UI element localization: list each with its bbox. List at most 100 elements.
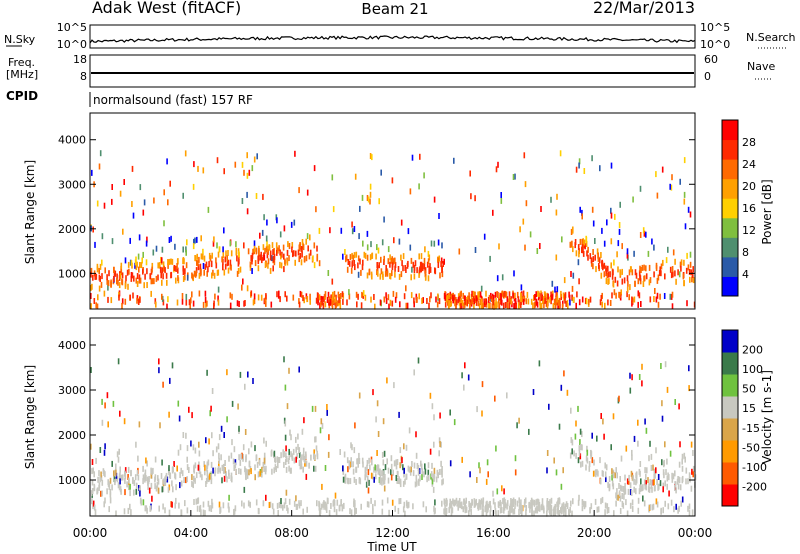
velocity-cell [672,473,675,480]
velocity-cell [132,477,134,483]
velocity-cell [168,411,170,418]
velocity-cell [206,461,209,468]
power-cell [208,261,210,268]
power-cell [445,296,448,303]
power-cell [672,271,674,278]
power-cell [161,246,164,253]
power-cell [582,238,584,245]
power-cell [383,255,385,262]
velocity-cell [231,439,233,446]
power-cell [520,292,522,299]
velocity-cell [366,479,369,486]
velocity-cell [602,418,604,425]
velocity-cell [616,472,618,479]
power-cell [453,294,456,301]
velocity-cell [316,453,319,460]
velocity-cell [681,458,683,465]
power-cell [301,251,303,258]
velocity-cell [100,471,102,478]
power-cell [351,221,353,228]
power-cell [469,170,471,177]
power-cell [626,291,628,298]
velocity-cell [234,462,237,469]
power-cell [612,269,614,276]
velocity-cell [284,498,287,505]
power-cell [553,299,556,305]
velocity-cell [109,488,112,495]
power-cell [494,291,497,298]
velocity-cell [210,405,212,412]
velocity-cell [596,506,599,513]
power-cell [494,302,497,309]
power-cell [90,303,92,310]
velocity-cell [600,498,602,505]
velocity-cell [630,489,633,496]
velocity-cell [348,460,351,467]
power-cell [632,196,634,203]
velocity-cell [320,418,323,425]
velocity-cell [300,500,302,507]
power-cell [132,212,135,219]
power-cell [153,278,155,285]
power-cell [539,299,541,306]
velocity-cell [650,479,653,486]
power-cell [357,255,360,262]
velocity-cell [332,500,335,507]
power-cell [345,256,347,263]
noise-right-bottom-tick: 10^0 [700,38,730,51]
colorbar-tick-label: 24 [742,158,756,171]
power-cell [394,257,396,264]
velocity-cell [99,447,102,453]
power-cell [96,263,99,270]
velocity-cell [549,504,552,511]
velocity-cell [585,464,587,471]
power-cell [267,262,269,269]
power-cell [142,209,145,216]
power-cell [418,183,420,190]
velocity-cell [382,418,385,425]
velocity-cell [589,507,591,514]
velocity-cell [603,433,605,440]
power-cell [424,246,426,253]
power-cell [332,296,335,303]
noise-panel [89,24,696,49]
nave-right-top-tick: 60 [704,53,718,66]
velocity-cell [177,449,180,456]
power-cell [162,273,164,280]
velocity-cell [408,466,411,473]
velocity-cell [246,469,249,476]
power-cell [450,293,453,300]
velocity-cell [218,501,221,508]
velocity-cell [95,457,97,464]
velocity-cell [657,484,659,491]
power-cell [581,209,583,216]
power-cell [508,303,511,310]
power-cell [557,299,560,306]
power-cell [610,238,613,245]
power-cell [349,254,352,261]
power-cell [246,285,249,292]
power-cell [424,267,427,274]
velocity-cell [624,488,627,495]
power-cell [441,242,443,249]
velocity-cell [566,389,569,396]
velocity-cell [175,484,177,491]
velocity-cell [433,414,435,421]
velocity-cell [546,505,548,512]
velocity-cell [679,441,681,448]
velocity-cell [340,500,342,507]
power-cell [380,169,382,176]
power-cell [137,299,140,305]
power-cell [623,277,626,284]
power-cell [639,278,642,285]
velocity-cell [265,440,267,447]
power-cell [202,301,205,308]
power-cell [229,259,232,266]
velocity-cell [327,498,329,505]
power-cell [407,260,409,267]
power-cell [315,206,317,213]
power-cell [472,296,475,303]
colorbar-tick-label: 28 [742,136,756,149]
velocity-cell [383,450,386,457]
power-cell [334,300,337,307]
